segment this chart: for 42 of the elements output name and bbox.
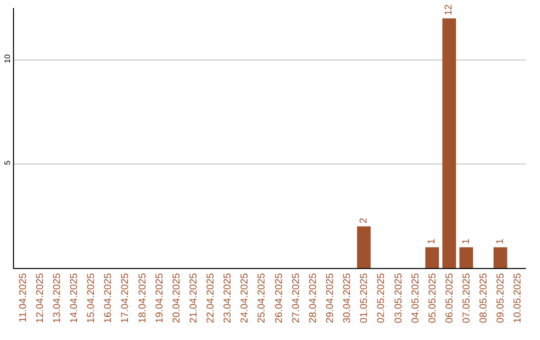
bar	[494, 247, 508, 268]
x-tick-label: 05.05.2025	[427, 272, 438, 324]
x-tick-label: 24.04.2025	[240, 272, 251, 324]
x-tick-label: 29.04.2025	[324, 272, 336, 324]
x-tick-label: 06.05.2025	[444, 272, 456, 324]
x-tick-label: 12.04.2025	[34, 272, 46, 324]
x-tick-label: 13.04.2025	[52, 272, 63, 324]
x-tick-label: 11.04.2025	[18, 272, 29, 322]
data-label: 2	[358, 217, 370, 224]
x-tick-label: 09.05.2025	[496, 272, 507, 324]
x-tick-label: 16.04.2025	[103, 272, 114, 324]
y-tick-label: 10	[2, 54, 12, 64]
x-tick-label: 14.04.2025	[68, 272, 80, 324]
bar	[459, 247, 474, 268]
bar	[442, 18, 456, 268]
data-label: 1	[426, 238, 438, 244]
x-tick-label: 03.05.2025	[393, 272, 404, 324]
x-tick-label: 19.04.2025	[154, 272, 166, 324]
y-tick-label: 5	[2, 160, 12, 166]
bar	[357, 226, 371, 268]
x-tick-label: 22.04.2025	[206, 272, 217, 324]
data-label: 1	[494, 238, 506, 244]
bar	[425, 247, 439, 268]
x-tick-label: 01.05.2025	[359, 272, 370, 324]
x-tick-label: 27.04.2025	[290, 272, 302, 324]
data-label: 1	[460, 238, 472, 244]
x-tick-label: 17.04.2025	[120, 272, 132, 324]
x-tick-label: 30.04.2025	[342, 272, 354, 324]
x-tick-label: 07.05.2025	[462, 272, 473, 324]
x-tick-label: 02.05.2025	[376, 272, 388, 324]
x-tick-label: 08.05.2025	[478, 272, 490, 324]
x-tick-label: 25.04.2025	[256, 272, 268, 324]
x-tick-label: 23.04.2025	[222, 272, 234, 324]
data-label: 12	[444, 4, 455, 16]
x-tick-label: 18.04.2025	[137, 272, 148, 324]
x-tick-label: 26.04.2025	[274, 272, 285, 324]
x-tick-label: 15.04.2025	[86, 272, 98, 324]
x-tick-label: 20.04.2025	[171, 272, 182, 324]
x-tick-label: 04.05.2025	[410, 272, 422, 324]
x-tick-label: 10.05.2025	[512, 272, 524, 324]
x-tick-label: 28.04.2025	[308, 272, 319, 324]
x-tick-label: 21.04.2025	[188, 272, 200, 324]
